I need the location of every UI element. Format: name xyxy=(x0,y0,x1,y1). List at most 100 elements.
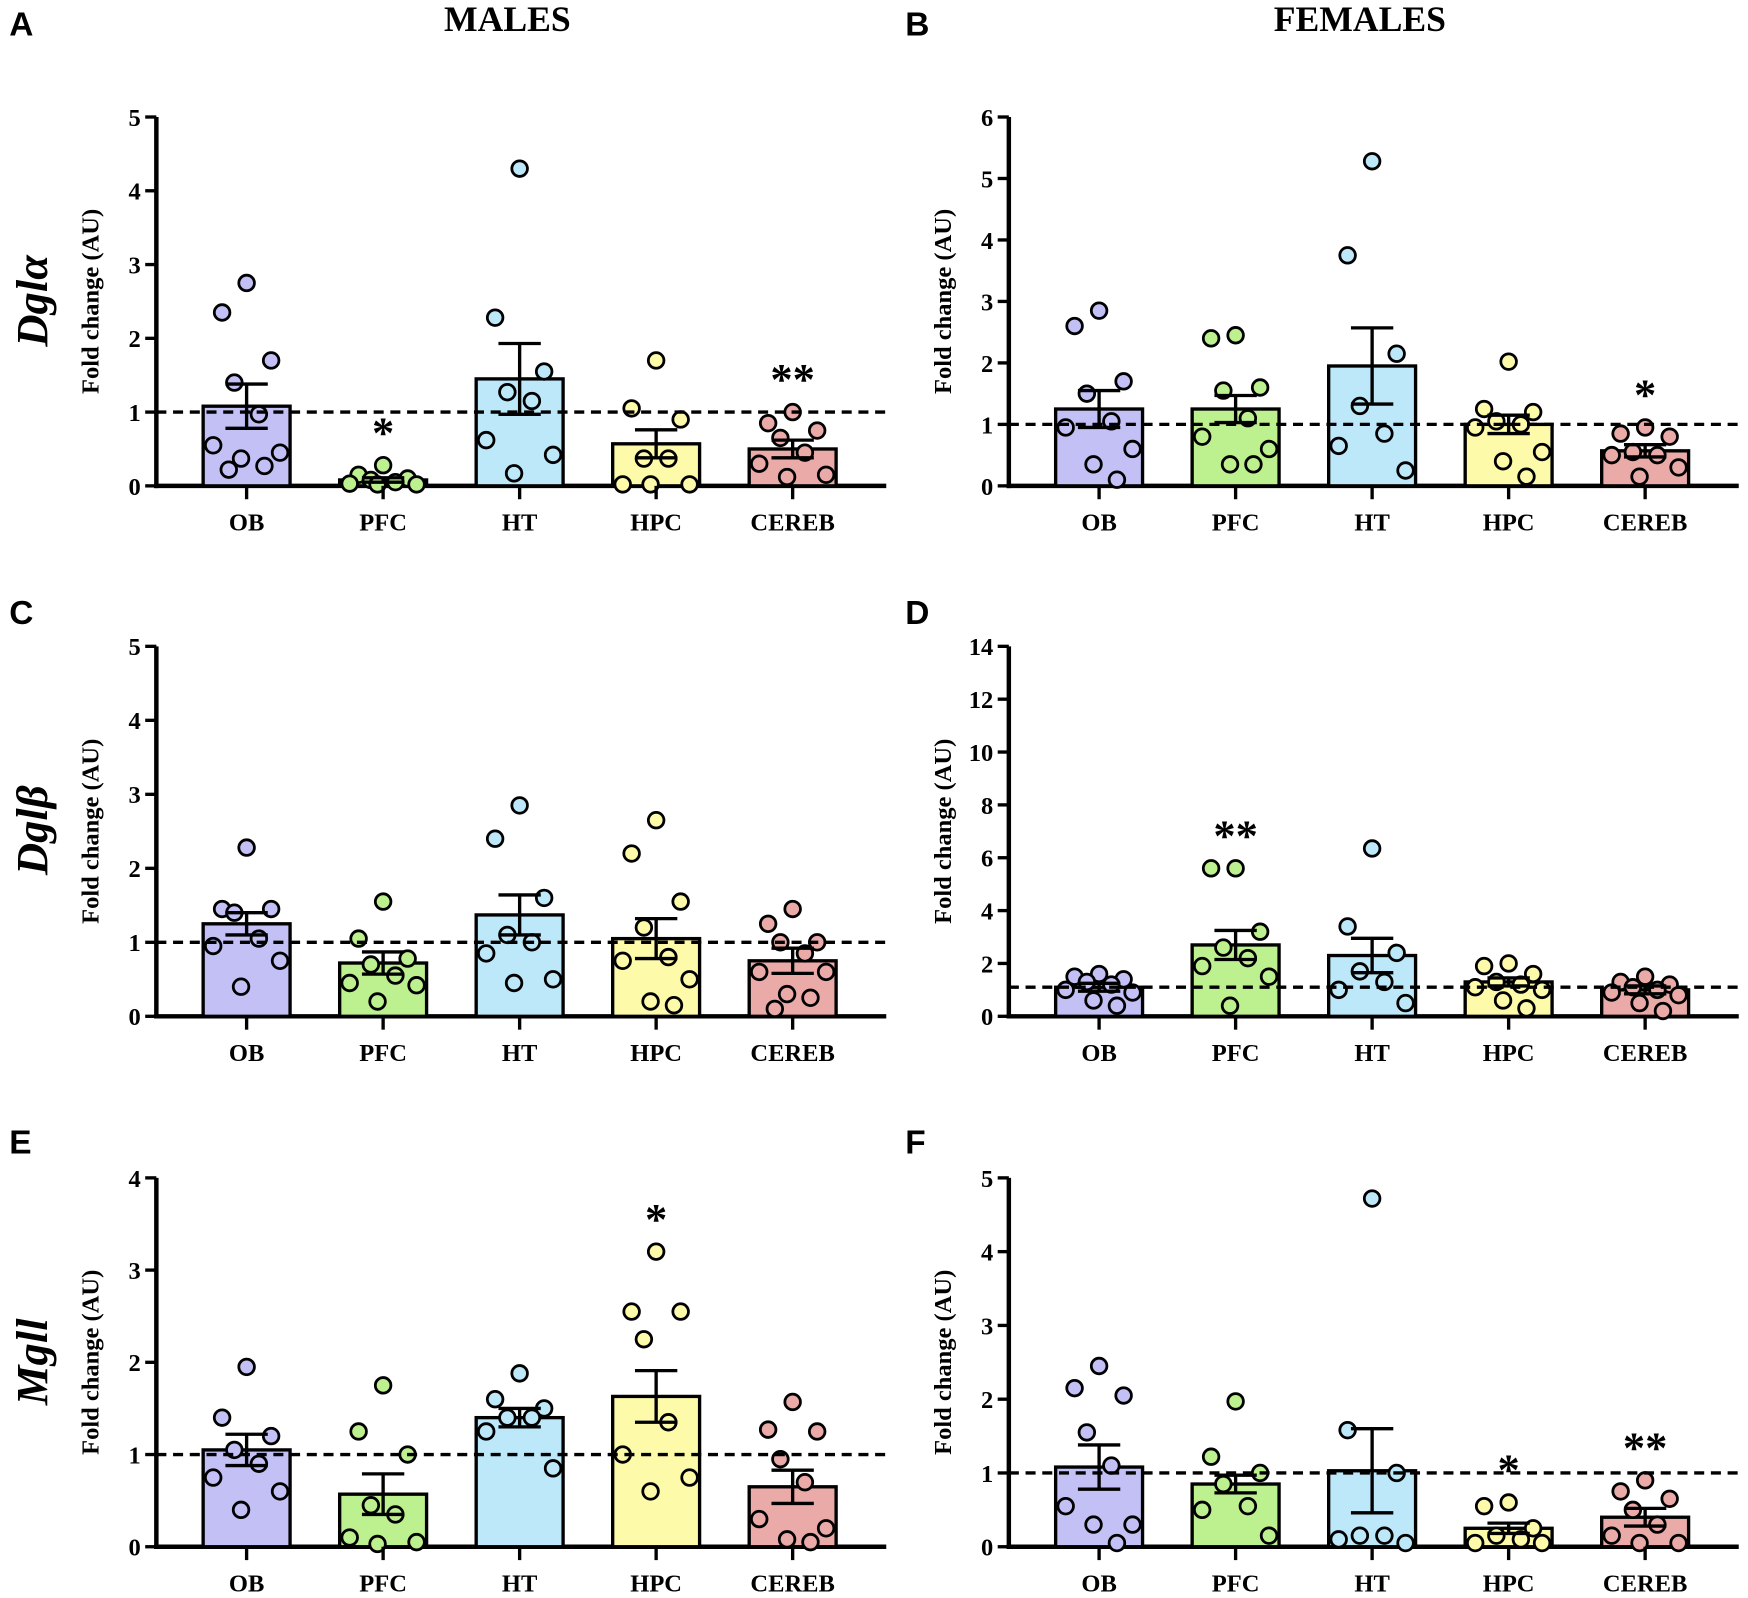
data-point xyxy=(646,1242,666,1261)
data-point xyxy=(1635,1471,1655,1490)
data-point xyxy=(1493,452,1513,471)
data-point xyxy=(1226,1392,1245,1411)
panel-letter: C xyxy=(9,595,33,632)
data-point xyxy=(1474,956,1494,976)
data-point xyxy=(1611,1482,1630,1501)
data-point xyxy=(543,970,563,989)
y-tick-label: 3 xyxy=(128,782,140,809)
data-point xyxy=(1474,399,1494,419)
data-point xyxy=(255,456,274,476)
data-point xyxy=(340,973,359,993)
data-point xyxy=(816,465,836,484)
bar-group-cereb: CEREB * xyxy=(1600,370,1691,536)
data-point xyxy=(1077,1423,1097,1442)
data-point xyxy=(641,1482,660,1501)
data-point xyxy=(783,1392,802,1412)
data-point xyxy=(1214,938,1233,957)
y-tick-label: 10 xyxy=(969,740,994,767)
x-tick-label: HT xyxy=(1354,1040,1389,1067)
data-point xyxy=(510,796,529,815)
bar-group-hpc: HPC xyxy=(611,351,702,536)
significance-marker: ** xyxy=(770,354,815,404)
data-point xyxy=(1329,1530,1348,1549)
data-point xyxy=(1056,1496,1075,1516)
data-point xyxy=(1107,470,1127,489)
data-point xyxy=(477,1422,496,1441)
y-tick-label: 0 xyxy=(981,1535,993,1562)
panel-d: D Fold change (AU) 0 2 4 6 8 10 12 14 OB PFC ** HT HPC… xyxy=(905,595,1739,1067)
y-tick-label: 4 xyxy=(981,228,993,255)
data-point xyxy=(373,1376,393,1395)
data-point xyxy=(349,929,368,948)
data-point xyxy=(485,829,505,848)
x-tick-label: OB xyxy=(229,1040,264,1067)
data-point xyxy=(1466,1533,1485,1553)
data-point xyxy=(1362,152,1382,171)
data-point xyxy=(510,1364,529,1383)
data-point xyxy=(1517,999,1536,1018)
data-point xyxy=(1065,316,1084,336)
x-tick-label: OB xyxy=(229,1570,264,1597)
data-point xyxy=(361,955,381,974)
panel-letter: B xyxy=(905,7,929,44)
panel-letter: A xyxy=(9,7,33,44)
x-tick-label: OB xyxy=(1081,1040,1116,1067)
panel-letter: E xyxy=(9,1124,31,1161)
data-point xyxy=(1660,427,1679,446)
bar-group-ob: OB xyxy=(1053,301,1145,536)
y-tick-label: 2 xyxy=(981,351,993,378)
data-point xyxy=(1669,458,1688,477)
data-point xyxy=(231,449,251,468)
y-tick-label: 3 xyxy=(128,1258,140,1285)
data-point xyxy=(373,892,393,911)
data-point xyxy=(1338,917,1357,936)
data-point xyxy=(504,464,524,483)
data-point xyxy=(1602,445,1621,465)
data-point xyxy=(231,977,251,996)
data-point xyxy=(646,351,666,370)
data-point xyxy=(1630,993,1649,1013)
data-point xyxy=(1499,1493,1518,1512)
data-point xyxy=(750,454,769,473)
data-point xyxy=(1511,1530,1531,1549)
data-point xyxy=(349,1422,368,1441)
y-tick-label: 1 xyxy=(128,930,140,957)
y-tick-label: 2 xyxy=(981,951,993,978)
bar-group-ob: OB xyxy=(1053,964,1145,1067)
data-point xyxy=(270,443,290,462)
data-point xyxy=(801,1532,820,1552)
data-point xyxy=(613,951,632,970)
data-point xyxy=(212,303,232,322)
data-point xyxy=(1250,378,1270,397)
data-point xyxy=(534,888,554,908)
y-tick-label: 0 xyxy=(981,1004,993,1031)
data-point xyxy=(1499,954,1518,973)
x-tick-label: HPC xyxy=(630,1570,682,1597)
y-tick-label: 0 xyxy=(128,1535,140,1562)
data-point xyxy=(1084,455,1103,474)
data-point xyxy=(671,892,690,911)
data-point xyxy=(261,899,281,919)
y-tick-label: 0 xyxy=(981,474,993,501)
x-tick-label: CEREB xyxy=(750,509,834,536)
data-point xyxy=(758,1420,778,1439)
data-point xyxy=(270,1482,290,1501)
bar-group-cereb: CEREB xyxy=(747,1392,838,1597)
bar-group-ob: OB xyxy=(201,838,292,1067)
y-tick-label: 14 xyxy=(969,634,994,661)
panel-b: B Fold change (AU) 0 1 2 3 4 5 6 OB PFC HT HPC CEREB * xyxy=(905,7,1739,536)
y-tick-label: 2 xyxy=(128,326,140,353)
data-point xyxy=(1259,967,1279,986)
data-point xyxy=(777,984,797,1004)
data-point xyxy=(671,1302,690,1321)
data-point xyxy=(1387,943,1406,963)
data-point xyxy=(340,1528,359,1547)
data-point xyxy=(1123,1515,1142,1534)
data-point xyxy=(1350,396,1370,416)
data-point xyxy=(1201,1447,1221,1466)
data-point xyxy=(361,1496,381,1515)
data-point xyxy=(1201,859,1221,878)
x-tick-label: OB xyxy=(1081,1570,1116,1597)
column-title-males: MALES xyxy=(444,0,571,39)
data-point xyxy=(1396,1533,1415,1553)
